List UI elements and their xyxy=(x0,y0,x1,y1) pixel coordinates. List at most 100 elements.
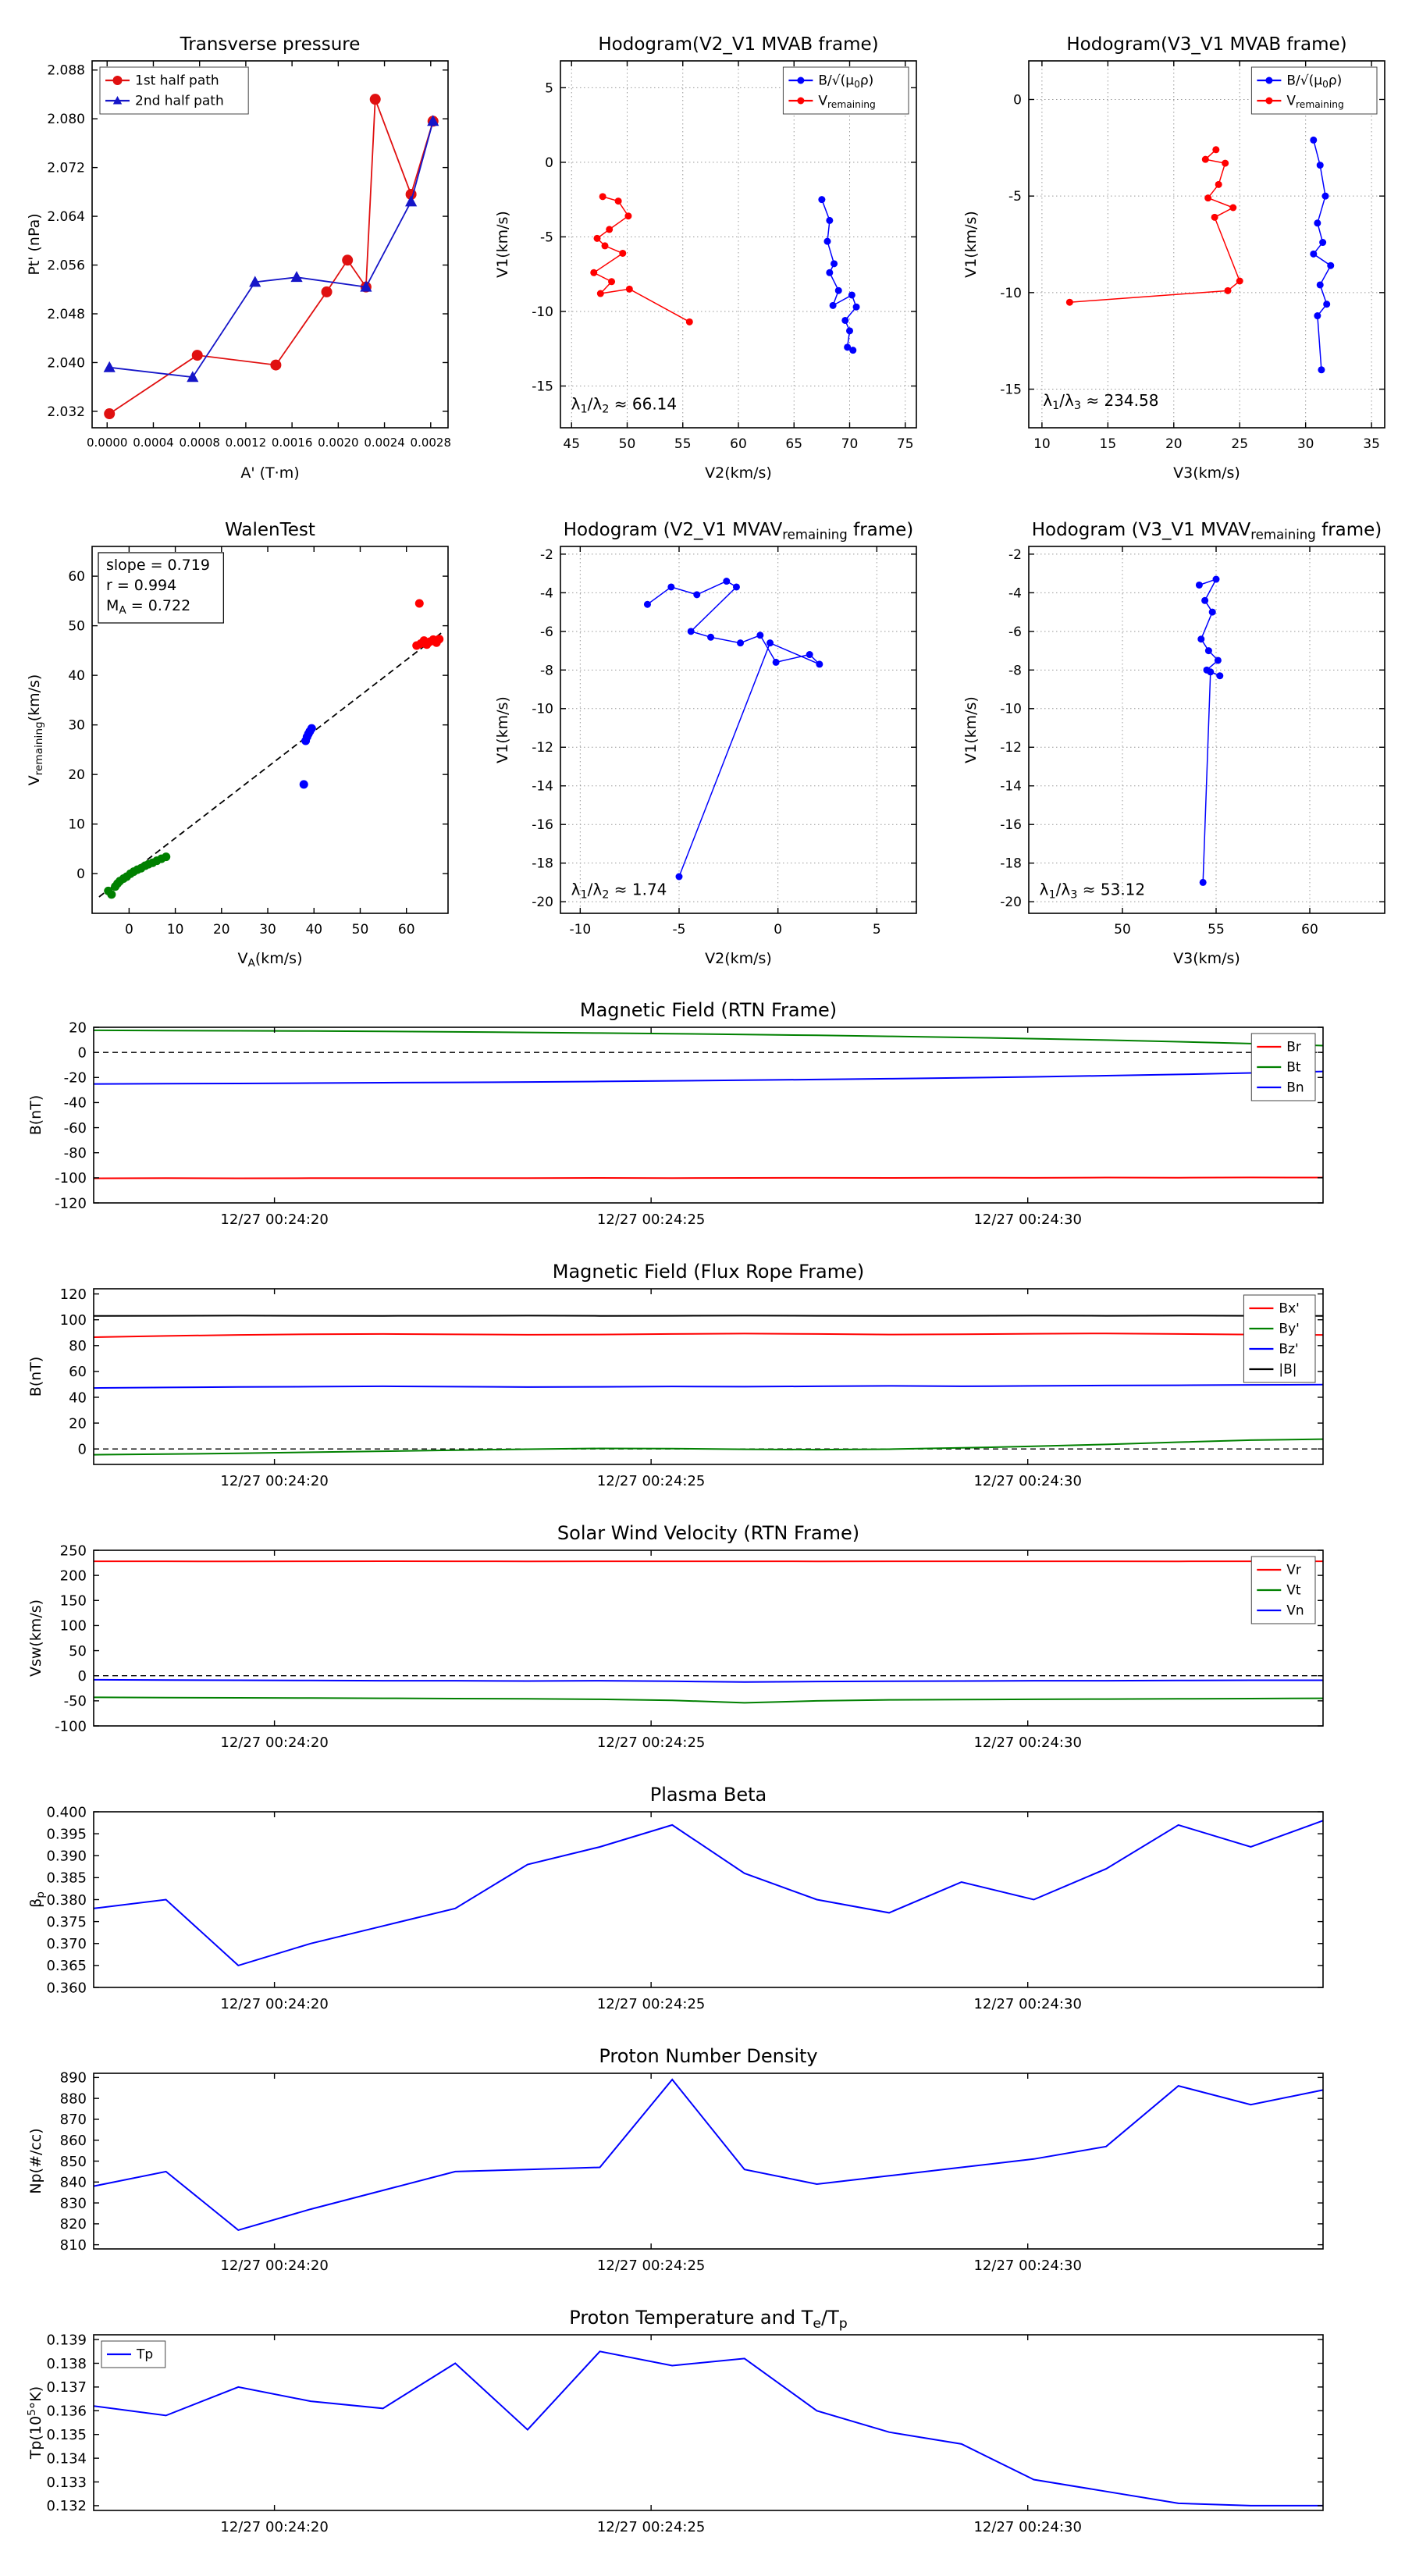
stats-box xyxy=(98,552,224,624)
x-tick-label: 50 xyxy=(619,436,636,452)
x-tick-label: 60 xyxy=(1301,922,1318,938)
legend-label: By' xyxy=(1279,1322,1299,1337)
x-tick-label: 0.0024 xyxy=(364,436,405,450)
y-tick-label: 0 xyxy=(78,1668,87,1685)
data-point xyxy=(601,242,609,250)
y-tick-label: 0.133 xyxy=(46,2475,87,2491)
y-tick-label: -20 xyxy=(532,895,553,910)
legend-sample-marker xyxy=(112,96,123,105)
x-axis-label: V3(km/s) xyxy=(1173,464,1240,482)
chart-group-hodogram-v2v1-mvab: 45 50 55 60 65 70 75 -15 -10 -5 0 5 Hodogram(V2_V1 M… xyxy=(494,34,917,482)
y-tick-label: -5 xyxy=(540,229,553,245)
chart-title: Hodogram(V2_V1 MVAB frame) xyxy=(598,34,878,55)
y-tick-label: -14 xyxy=(1000,779,1022,795)
data-point xyxy=(593,234,601,242)
y-tick-label: 40 xyxy=(69,1389,87,1406)
lambda-annotation: λ1​/λ3​ ≈ 234.58 xyxy=(1043,391,1158,412)
axes-frame xyxy=(91,546,449,914)
data-point xyxy=(1201,155,1209,163)
chart-proton-temperature: 12/27 00:24:20 12/27 00:24:25 12/27 00:24:… xyxy=(26,2307,1324,2535)
y-tick-label: 0 xyxy=(76,866,85,882)
axes-frame xyxy=(93,1288,1324,1465)
plot-area xyxy=(94,2073,1323,2249)
data-point xyxy=(1199,878,1207,886)
x-axis-label: A' (T·m) xyxy=(240,464,299,482)
data-point xyxy=(1323,301,1331,308)
data-point xyxy=(675,873,683,881)
y-tick-label: 50 xyxy=(68,619,85,635)
y-tick-label: 870 xyxy=(60,2112,87,2128)
data-point xyxy=(834,286,842,294)
legend-label: Bz' xyxy=(1279,1342,1298,1357)
data-point xyxy=(596,290,604,297)
chart-group-hodogram-v2v1-mvav: -10 -5 0 5 -20 -18 -16 -14 -12 -10 -8 -6 -4 -2 Hodogra… xyxy=(494,520,917,967)
legend-label: Vn xyxy=(1286,1603,1304,1619)
x-tick-label: 10 xyxy=(1033,436,1051,452)
y-tick-label: -10 xyxy=(532,304,553,320)
y-tick-label: 840 xyxy=(60,2175,87,2191)
y-tick-label: 2.088 xyxy=(47,63,85,79)
legend-label: |B| xyxy=(1279,1362,1297,1378)
data-point xyxy=(619,249,627,257)
data-point xyxy=(667,583,675,591)
y-tick-label: -8 xyxy=(1008,663,1022,678)
y-tick-label: -100 xyxy=(55,1718,87,1735)
y-tick-label: 0 xyxy=(545,155,553,171)
y-tick-label: -15 xyxy=(532,379,553,394)
chart-title: Transverse pressure xyxy=(180,34,361,55)
x-tick-label: 12/27 00:24:20 xyxy=(220,1473,328,1489)
x-tick-label: 55 xyxy=(1208,922,1225,938)
plot-area xyxy=(94,1027,1323,1203)
chart-title: Hodogram(V3_V1 MVAB frame) xyxy=(1066,34,1346,55)
series-line-0 xyxy=(93,1820,1324,1967)
y-tick-label: 0.370 xyxy=(46,1936,87,1952)
data-point xyxy=(608,278,616,286)
legend-box xyxy=(782,66,909,115)
x-tick-label: 12/27 00:24:20 xyxy=(220,2519,328,2535)
data-point xyxy=(103,361,116,372)
data-point xyxy=(767,639,774,647)
plot-area xyxy=(1029,61,1385,428)
data-point xyxy=(1310,136,1318,144)
y-tick-label: 200 xyxy=(60,1567,87,1584)
chart-group-magnetic-field-rtn: 12/27 00:24:20 12/27 00:24:25 12/27 00:24:… xyxy=(27,999,1324,1228)
x-tick-label: 12/27 00:24:30 xyxy=(973,2258,1081,2274)
x-tick-label: -5 xyxy=(673,922,686,938)
data-point xyxy=(414,599,424,608)
data-point xyxy=(1229,204,1237,212)
data-point xyxy=(1212,575,1220,583)
y-tick-label: 20 xyxy=(69,1019,87,1036)
series-line-Bz' xyxy=(93,1383,1324,1389)
data-point xyxy=(1319,239,1327,247)
y-tick-label: -16 xyxy=(532,817,553,833)
plot-area xyxy=(94,1289,1323,1464)
y-tick-label: 0.390 xyxy=(46,1848,87,1865)
x-tick-label: 40 xyxy=(305,922,322,938)
data-point xyxy=(707,633,715,641)
data-point xyxy=(687,628,695,635)
y-tick-label: 890 xyxy=(60,2070,87,2087)
legend-box xyxy=(99,66,249,115)
data-point xyxy=(1224,286,1232,294)
y-axis-label: V1(km/s) xyxy=(962,696,980,763)
legend-label: Vr xyxy=(1286,1563,1301,1578)
series-line-Vn xyxy=(93,1678,1323,1683)
chart-magnetic-field-rtn: 12/27 00:24:20 12/27 00:24:25 12/27 00:24:… xyxy=(27,999,1324,1228)
y-tick-label: 20 xyxy=(69,1415,87,1432)
data-point xyxy=(590,269,598,276)
y-tick-label: -5 xyxy=(1008,189,1022,205)
chart-magnetic-field-flux-rope: 12/27 00:24:20 12/27 00:24:25 12/27 00:24:… xyxy=(27,1261,1324,1489)
plot-area xyxy=(94,1812,1323,1987)
legend-sample-marker xyxy=(1265,76,1273,84)
data-point xyxy=(846,327,853,335)
x-tick-label: 25 xyxy=(1231,436,1248,452)
plot-area xyxy=(560,546,916,913)
series-line-0 xyxy=(93,2078,1324,2232)
y-tick-label: 60 xyxy=(69,1364,87,1380)
chart-group-hodogram-v3v1-mvav: 50 55 60 -20 -18 -16 -14 -12 -10 -8 -6 -4 -2 Hodogram… xyxy=(962,520,1385,967)
y-tick-label: 0.139 xyxy=(46,2332,87,2348)
data-point xyxy=(249,276,261,287)
axes-frame xyxy=(93,1026,1324,1204)
data-point xyxy=(162,852,171,862)
